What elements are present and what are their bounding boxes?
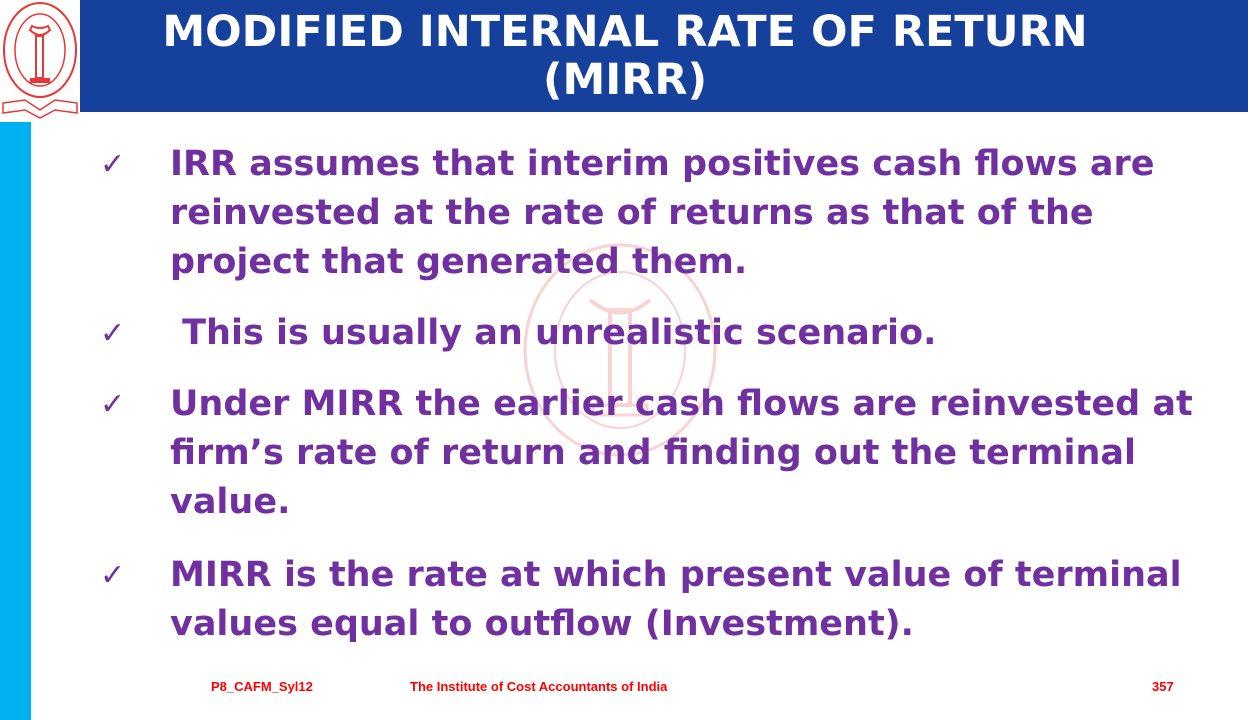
slide-title: MODIFIED INTERNAL RATE OF RETURN (MIRR) (80, 0, 1170, 104)
checkmark-icon: ✓ (100, 558, 126, 593)
bullet-text: MIRR is the rate at which present value … (170, 555, 1182, 644)
checkmark-icon: ✓ (100, 387, 126, 422)
page-number: 357 (1152, 679, 1174, 694)
logo-watermark (523, 243, 717, 457)
title-line-2: (MIRR) (542, 55, 708, 105)
bullet-item: ✓ This is usually an unrealistic scenari… (100, 309, 1210, 358)
checkmark-icon: ✓ (100, 147, 126, 182)
bullet-item: ✓ IRR assumes that interim positives cash… (100, 140, 1210, 287)
title-line-1: MODIFIED INTERNAL RATE OF RETURN (162, 7, 1088, 57)
accent-strip (0, 122, 31, 720)
checkmark-icon: ✓ (100, 316, 126, 351)
title-bar (80, 0, 1248, 112)
bullet-list: ✓ IRR assumes that interim positives cash… (100, 140, 1210, 649)
footer-course-code: P8_CAFM_Syl12 (211, 679, 313, 694)
bullet-text: Under MIRR the earlier cash flows are re… (170, 384, 1193, 522)
institute-logo (2, 2, 78, 119)
bullet-item: ✓ Under MIRR the earlier cash flows are r… (100, 380, 1210, 527)
bullet-text: IRR assumes that interim positives cash … (170, 144, 1155, 282)
bullet-text: This is usually an unrealistic scenario. (170, 313, 937, 353)
bullet-item: ✓ MIRR is the rate at which present value… (100, 551, 1210, 649)
footer-institute: The Institute of Cost Accountants of Ind… (410, 679, 668, 694)
